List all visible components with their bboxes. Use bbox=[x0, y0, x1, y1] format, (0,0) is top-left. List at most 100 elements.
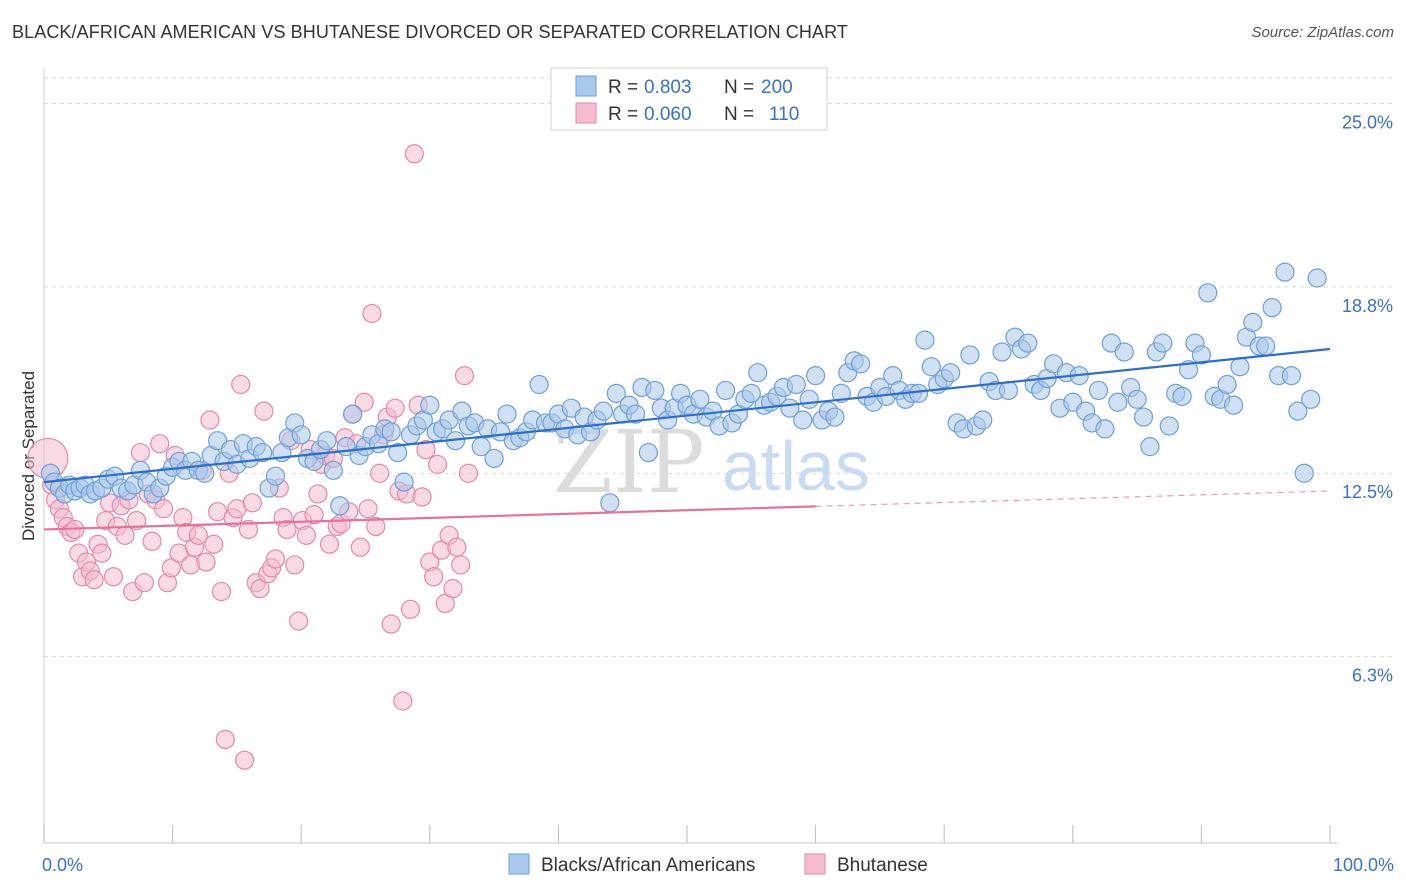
pink-point bbox=[92, 543, 112, 563]
pink-point bbox=[235, 750, 255, 770]
blue-point bbox=[741, 383, 761, 403]
pink-point bbox=[366, 516, 386, 537]
blue-point bbox=[973, 410, 993, 430]
pink-point bbox=[404, 144, 424, 164]
pink-point bbox=[289, 611, 309, 631]
legend-r-label-1: R = bbox=[608, 77, 638, 98]
legend-r-value-2: 0.060 bbox=[644, 104, 692, 125]
blue-point bbox=[1281, 366, 1302, 386]
pink-point bbox=[150, 434, 170, 454]
pink-point bbox=[435, 593, 455, 614]
pink-point bbox=[130, 442, 151, 463]
blue-point bbox=[265, 466, 286, 486]
trend-line-pink-extrapolated bbox=[815, 490, 1331, 507]
trend-lines bbox=[43, 347, 1331, 531]
blue-point bbox=[1153, 333, 1173, 353]
pink-point bbox=[134, 573, 154, 593]
pink-point bbox=[304, 505, 324, 525]
pink-point bbox=[400, 599, 421, 619]
blue-point bbox=[1191, 345, 1212, 365]
bottom-legend-label-pink: Bhutanese bbox=[837, 855, 928, 876]
pink-point bbox=[447, 537, 467, 557]
blue-point bbox=[317, 431, 337, 451]
blue-point bbox=[388, 442, 408, 463]
blue-point bbox=[593, 401, 614, 421]
bottom-legend-label-blue: Blacks/African Americans bbox=[541, 855, 755, 876]
legend-n-label-2: N = bbox=[724, 104, 754, 125]
blue-point bbox=[381, 422, 401, 442]
pink-point bbox=[231, 374, 251, 395]
pink-point bbox=[358, 499, 378, 519]
pink-point bbox=[250, 579, 270, 599]
blue-point bbox=[484, 448, 504, 469]
blue-point bbox=[1275, 262, 1295, 282]
pink-point bbox=[277, 519, 297, 540]
watermark-atlas: atlas bbox=[722, 427, 870, 505]
blue-point bbox=[1127, 389, 1147, 409]
pink-point bbox=[153, 499, 174, 519]
x-ticks bbox=[43, 825, 1331, 843]
blue-point bbox=[1243, 312, 1263, 332]
blue-point bbox=[805, 366, 826, 386]
pink-point bbox=[424, 567, 444, 587]
pink-point bbox=[188, 525, 208, 545]
pink-point bbox=[370, 463, 390, 483]
legend-r-value-1: 0.803 bbox=[644, 77, 692, 98]
bottom-legend-swatch-pink bbox=[804, 853, 826, 875]
legend-n-value-2: 110 bbox=[769, 104, 799, 125]
blue-point bbox=[799, 389, 819, 409]
legend-swatch-pink bbox=[575, 102, 597, 124]
blue-point bbox=[793, 410, 813, 430]
blue-point bbox=[1095, 419, 1115, 439]
pink-point bbox=[454, 366, 475, 386]
blue-point bbox=[1223, 395, 1244, 415]
blue-point bbox=[625, 404, 646, 424]
blue-point bbox=[1198, 283, 1218, 303]
pink-point bbox=[215, 729, 235, 750]
blue-point bbox=[915, 330, 935, 350]
pink-point bbox=[416, 439, 436, 460]
legend-n-label-1: N = bbox=[724, 77, 754, 98]
blue-point bbox=[291, 425, 311, 445]
blue-point bbox=[330, 496, 350, 516]
pink-point bbox=[393, 691, 413, 711]
blue-point bbox=[908, 383, 929, 403]
blue-point bbox=[394, 472, 414, 492]
blue-point bbox=[1230, 357, 1250, 377]
blue-point bbox=[600, 493, 620, 513]
blue-point bbox=[638, 442, 659, 463]
x-tick-label-0: 0.0% bbox=[42, 855, 83, 875]
bottom-legend: Blacks/African Americans Bhutanese bbox=[508, 853, 928, 876]
blue-point bbox=[1294, 463, 1314, 483]
pink-point bbox=[412, 487, 432, 507]
trend-line-blue bbox=[43, 347, 1331, 484]
pink-point bbox=[319, 534, 340, 554]
blue-point bbox=[1088, 380, 1109, 401]
blue-point bbox=[1256, 336, 1276, 356]
pink-point bbox=[242, 493, 262, 513]
pink-point bbox=[354, 392, 374, 412]
pink-point bbox=[381, 614, 401, 634]
blue-point bbox=[195, 463, 215, 483]
pink-point bbox=[238, 519, 259, 540]
pink-point bbox=[385, 398, 405, 418]
blue-point bbox=[748, 363, 768, 383]
legend-r-label-2: R = bbox=[608, 104, 638, 125]
blue-point bbox=[786, 374, 806, 395]
blue-point bbox=[497, 404, 517, 424]
pink-point bbox=[362, 303, 382, 324]
pink-point bbox=[254, 401, 274, 421]
blue-point bbox=[343, 404, 363, 424]
blue-point bbox=[831, 383, 851, 403]
legend-box bbox=[550, 67, 828, 131]
pink-point bbox=[103, 567, 124, 587]
blue-point bbox=[420, 395, 440, 415]
x-tick-labels: 0.0% 100.0% bbox=[42, 855, 1394, 875]
blue-point bbox=[992, 342, 1012, 362]
chart-title: BLACK/AFRICAN AMERICAN VS BHUTANESE DIVO… bbox=[12, 22, 848, 42]
blue-point bbox=[1217, 374, 1237, 395]
pink-point bbox=[265, 549, 286, 569]
blue-point bbox=[921, 357, 941, 377]
blue-point bbox=[1301, 389, 1321, 409]
